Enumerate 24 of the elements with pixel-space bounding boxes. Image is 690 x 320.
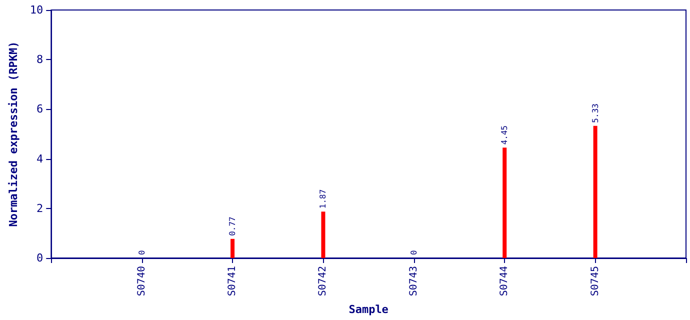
data-label: 0 — [137, 250, 146, 255]
data-label: 0.77 — [228, 216, 238, 236]
x-axis-title: Sample — [348, 303, 389, 316]
bar — [502, 148, 507, 258]
y-tick-label: 0 — [36, 251, 44, 264]
bar — [321, 212, 326, 258]
data-label: 1.87 — [318, 189, 328, 209]
data-label: 0 — [409, 250, 418, 255]
y-axis-title: Normalized expression (RPKM) — [7, 41, 20, 227]
x-tick-label: S0745 — [590, 266, 601, 296]
data-label: 4.45 — [500, 125, 510, 145]
bar — [593, 126, 598, 258]
y-tick-label: 10 — [30, 4, 44, 16]
x-tick-label: S0742 — [318, 266, 329, 296]
x-tick-label: S0744 — [499, 266, 510, 296]
y-tick-label: 6 — [36, 102, 44, 116]
y-tick-label: 2 — [36, 202, 44, 215]
x-tick-label: S0740 — [136, 266, 148, 296]
y-tick-label: 8 — [36, 53, 44, 66]
y-tick-label: 4 — [36, 152, 44, 166]
x-tick-label: S0743 — [408, 266, 420, 296]
data-label: 5.33 — [590, 103, 600, 123]
bar — [230, 238, 235, 258]
x-tick-label: S0741 — [227, 266, 238, 296]
